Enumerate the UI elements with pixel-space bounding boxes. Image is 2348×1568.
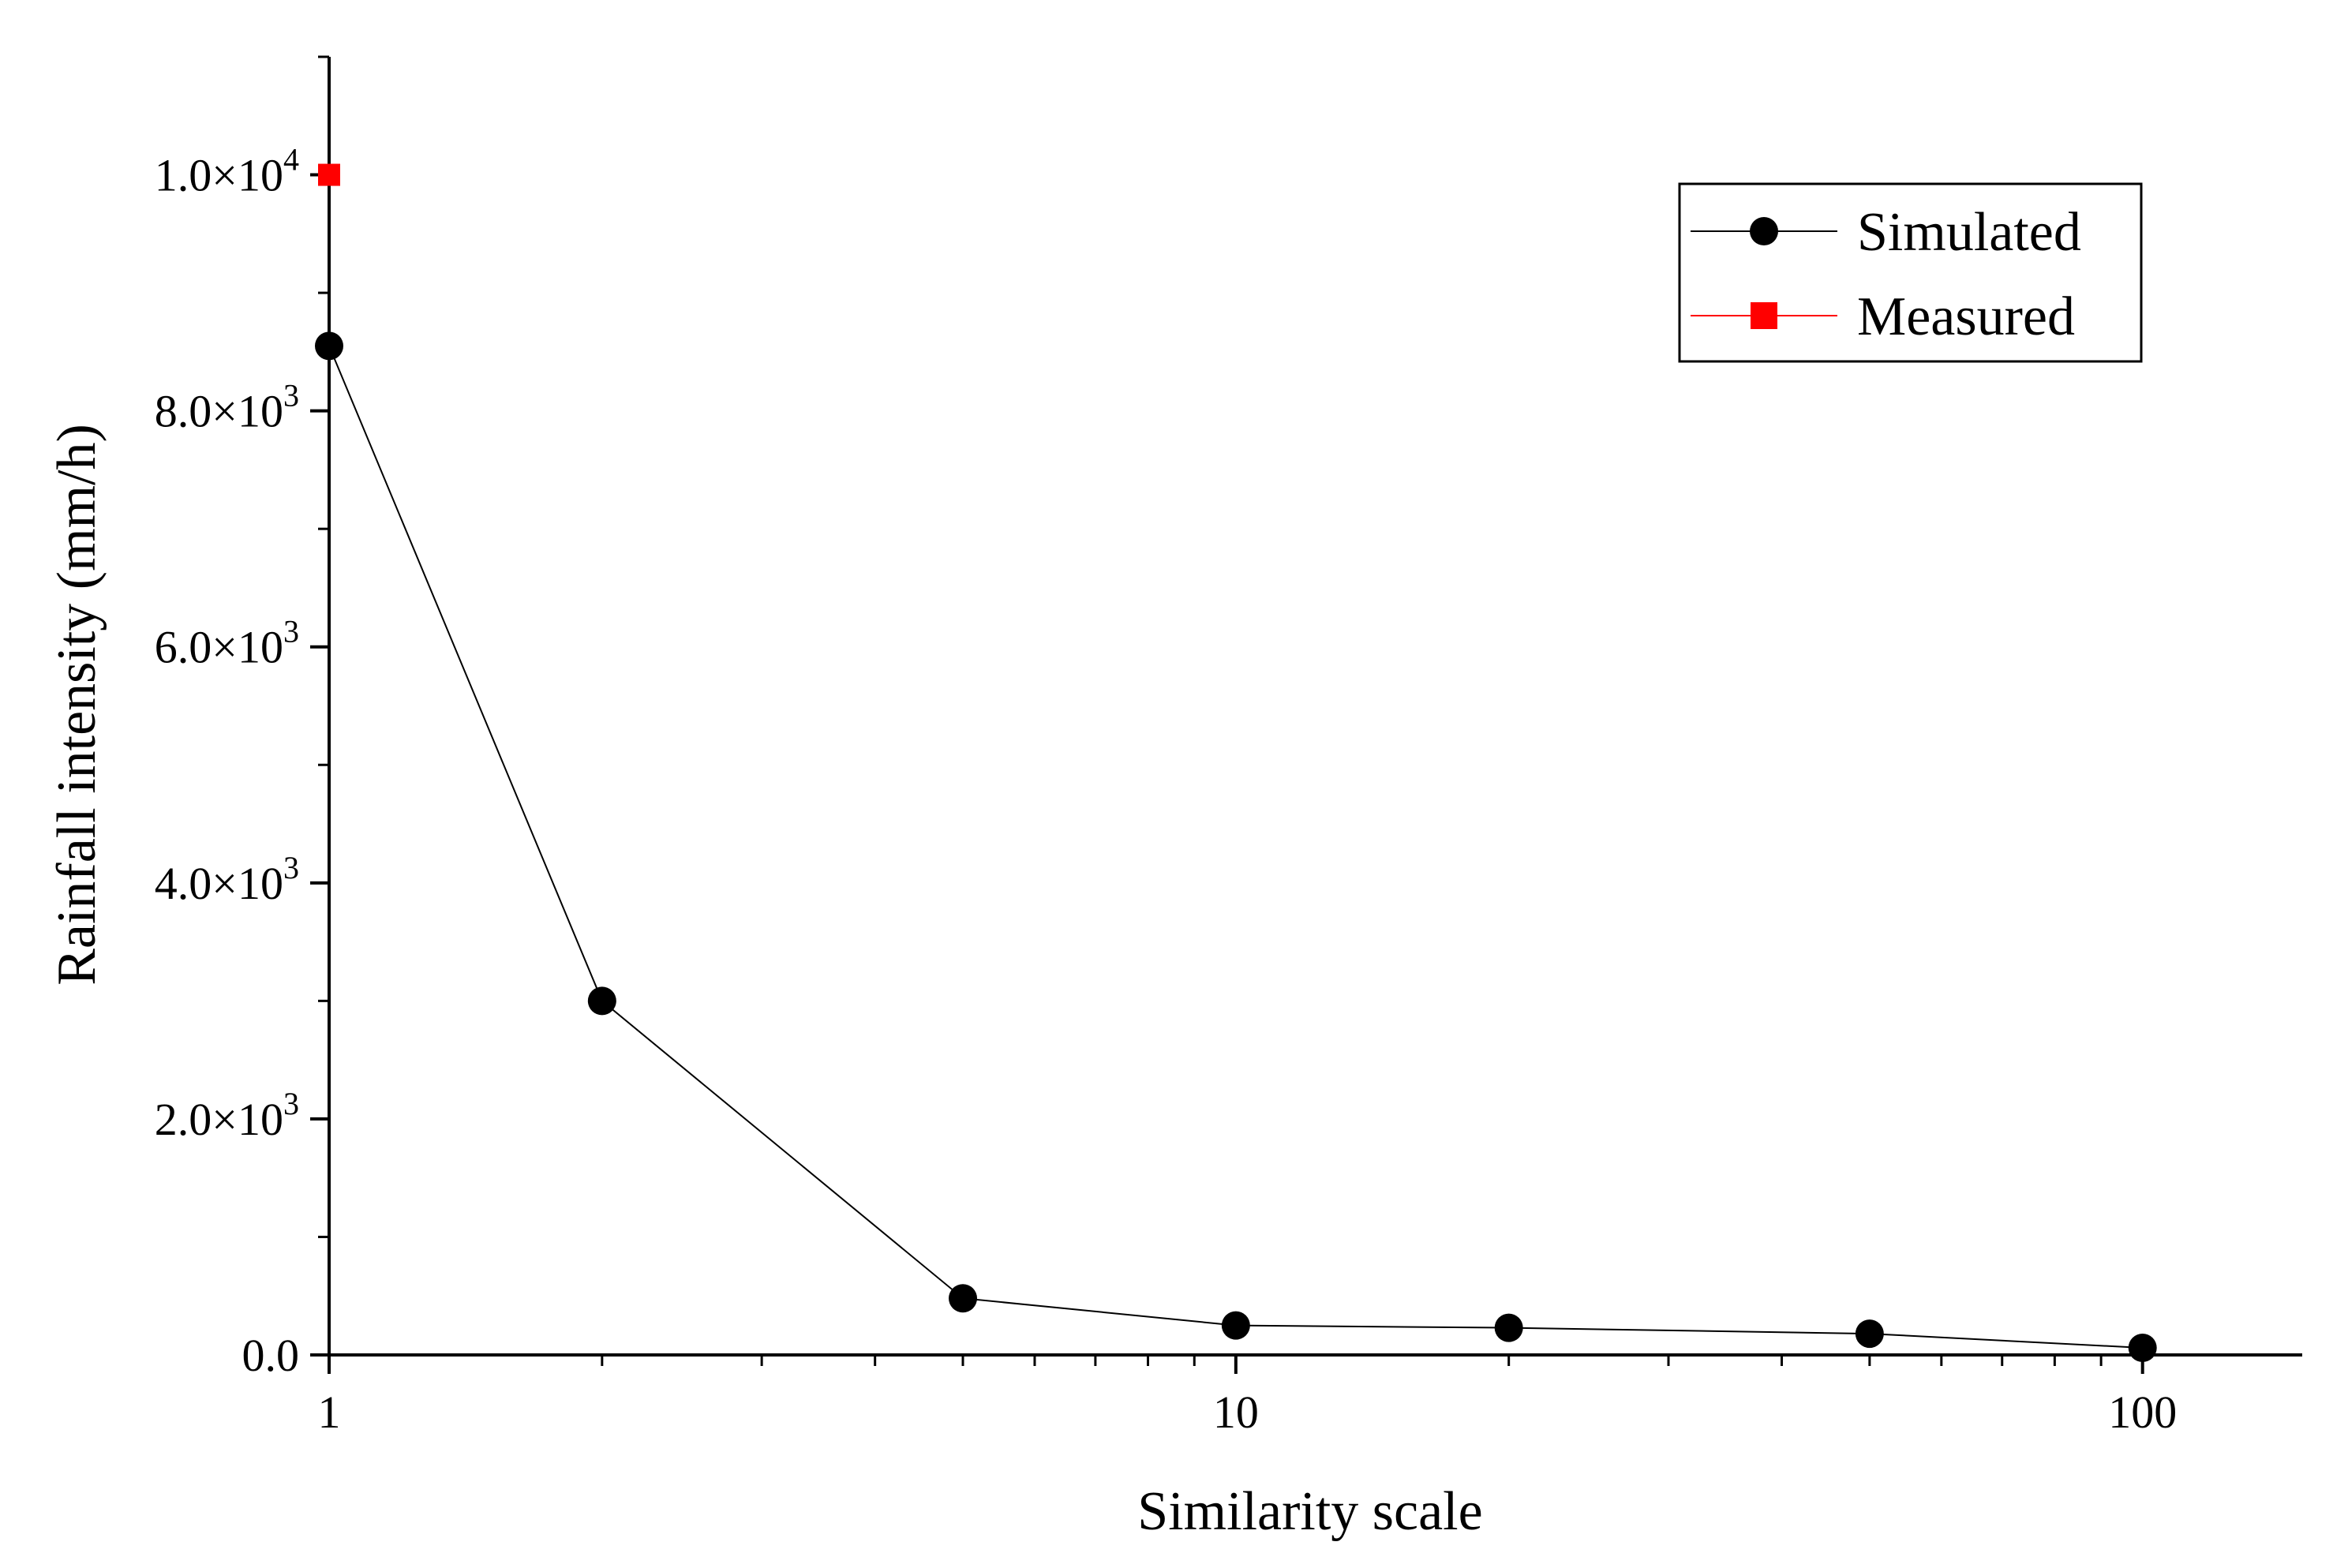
series-line — [328, 346, 2143, 1349]
y-tick-label: 4.0×103 — [155, 850, 299, 909]
y-axis-label: Rainfall intensity (mm/h) — [47, 424, 107, 986]
data-point — [1855, 1319, 1884, 1349]
y-tick-label: 0.0 — [242, 1330, 300, 1381]
y-tick-label: 1.0×104 — [155, 142, 299, 201]
series-measured — [318, 163, 340, 186]
x-axis-label: Similarity scale — [1137, 1481, 1482, 1542]
data-point — [2128, 1334, 2157, 1363]
legend-marker — [1750, 217, 1778, 245]
legend: Simulated Measured — [1678, 182, 2143, 363]
series-simulated — [315, 331, 2157, 1363]
data-point — [1221, 1311, 1250, 1340]
data-point — [315, 331, 343, 361]
y-tick-label: 8.0×103 — [155, 378, 299, 437]
legend-label: Measured — [1857, 286, 2075, 347]
data-point — [587, 986, 616, 1016]
data-point — [1494, 1313, 1523, 1342]
legend-box — [1678, 182, 2143, 363]
y-tick-label: 6.0×103 — [155, 614, 299, 673]
series-layer — [315, 163, 2157, 1363]
legend-marker — [1751, 302, 1777, 329]
data-point — [949, 1284, 978, 1313]
x-tick-label: 100 — [2108, 1387, 2177, 1438]
x-tick-label: 1 — [318, 1387, 341, 1438]
axes: 1 10 100 0.0 2.0×103 4.0×103 6.0×103 8.0×103 1.0… — [155, 55, 2302, 1438]
y-tick-label: 2.0×103 — [155, 1086, 299, 1145]
data-point — [318, 163, 340, 186]
legend-label: Simulated — [1857, 202, 2081, 263]
x-tick-label: 10 — [1213, 1387, 1259, 1438]
